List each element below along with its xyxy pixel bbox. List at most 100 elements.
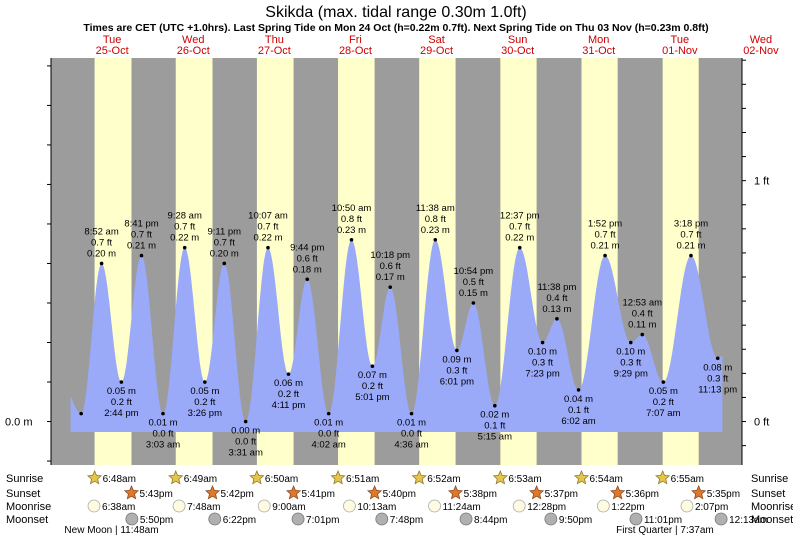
tide-label-line: 0.21 m: [127, 241, 156, 252]
tide-label-line: 8:52 am: [84, 226, 118, 237]
tide-label-line: 3:26 pm: [188, 408, 222, 419]
sunset-icon: [204, 484, 221, 500]
tide-label-high: 8:52 am0.7 ft0.20 m: [84, 226, 118, 259]
tide-label-line: 0.5 ft: [463, 277, 484, 288]
tide-label-low: 0.00 m0.0 ft3:31 am: [229, 426, 263, 459]
tide-point-low: [79, 411, 83, 416]
tide-area-layer: [70, 239, 723, 432]
tide-label-line: 0.22 m: [170, 233, 199, 244]
moonrise-time: 1:22pm: [611, 502, 644, 513]
header-layer: Skikda (max. tidal range 0.30m 1.0ft) Ti…: [83, 4, 708, 34]
tide-point-low: [243, 419, 248, 424]
sunset-time: 5:38pm: [464, 489, 497, 500]
tide-point-low: [455, 348, 459, 353]
tide-label-line: 0.7 ft: [509, 222, 530, 233]
tide-label-line: 0.2 ft: [194, 397, 215, 408]
sunset-icon: [285, 484, 302, 500]
tide-label-low: 0.10 m0.3 ft7:23 pm: [525, 347, 559, 380]
sunrise-row-label: Sunrise: [6, 473, 43, 485]
day-date: 02-Nov: [743, 45, 779, 57]
moonset-time: 6:22pm: [223, 515, 256, 526]
tide-label-high: 3:18 pm0.7 ft0.21 m: [674, 219, 708, 252]
tide-label-line: 0.3 ft: [620, 358, 641, 369]
tide-point-low: [493, 403, 497, 408]
right-axis-label: 0 ft: [754, 417, 769, 429]
moonrise-time: 7:48am: [187, 502, 220, 513]
tide-label-line: 0.4 ft: [632, 309, 653, 320]
tide-label-line: 0.7 ft: [174, 222, 195, 233]
sunset-icon: [366, 484, 383, 500]
moonrise-icon: [596, 499, 610, 513]
moonrise-icon: [680, 499, 694, 513]
sunrise-time: 6:52am: [427, 474, 460, 485]
moonset-row-label: Moonset: [6, 514, 48, 526]
tide-point-high: [433, 237, 438, 242]
tide-label-line: 0.06 m: [274, 378, 303, 389]
tide-label-line: 0.23 m: [421, 225, 450, 236]
tide-label-line: 0.04 m: [564, 394, 593, 405]
moonset-time: 12:13am: [729, 515, 768, 526]
sunrise-time: 6:50am: [265, 474, 298, 485]
moon-phase-label: New Moon | 11:48am: [64, 525, 158, 536]
tide-label-line: 0.09 m: [442, 354, 471, 365]
tide-label-line: 0.22 m: [253, 233, 282, 244]
sunset-time: 5:40pm: [383, 489, 416, 500]
tide-label-line: 10:18 pm: [370, 250, 410, 261]
tide-label-line: 11:38 am: [416, 203, 455, 214]
tide-label-line: 3:18 pm: [674, 219, 708, 230]
tide-point-low: [370, 364, 375, 369]
tide-label-line: 6:02 am: [561, 416, 595, 427]
moonrise-time: 12:28pm: [527, 502, 566, 513]
tide-label-line: 0.07 m: [358, 370, 387, 381]
tide-label-line: 0.2 ft: [653, 397, 674, 408]
tide-label-line: 4:02 am: [311, 440, 345, 451]
tide-label-line: 0.7 ft: [91, 237, 112, 248]
day-labels: Tue25-OctWed26-OctThu27-OctFri28-OctSat2…: [96, 34, 779, 57]
moonset-time: 8:44pm: [474, 515, 507, 526]
moonset-time: 9:50pm: [559, 515, 592, 526]
tide-label-line: 0.05 m: [107, 386, 136, 397]
tide-label-line: 0.21 m: [676, 241, 705, 252]
moonset-time: 11:01pm: [644, 515, 682, 526]
day-date: 26-Oct: [177, 45, 210, 57]
sunset-time: 5:43pm: [139, 489, 172, 500]
tide-label-line: 12:53 am: [622, 298, 662, 309]
sunset-icon: [447, 484, 464, 500]
sunrise-time: 6:51am: [346, 474, 379, 485]
tide-label-low: 0.01 m0.0 ft3:03 am: [146, 418, 180, 451]
tide-label-line: 0.2 ft: [362, 381, 383, 392]
tide-label-line: 0.05 m: [649, 386, 678, 397]
tide-point-high: [640, 332, 645, 337]
tide-label-low: 0.01 m0.0 ft4:02 am: [311, 418, 345, 451]
tide-label-line: 7:23 pm: [525, 369, 559, 380]
day-name: Sat: [428, 34, 445, 46]
sunset-icon: [691, 484, 707, 500]
tide-point-low: [628, 340, 633, 345]
tide-label-line: 7:07 am: [646, 408, 680, 419]
tide-label-low: 0.06 m0.2 ft4:11 pm: [272, 378, 306, 411]
tide-label-line: 0.0 ft: [235, 437, 256, 448]
tide-label-line: 0.2 ft: [111, 397, 132, 408]
tide-label-line: 0.08 m: [703, 362, 732, 373]
tide-point-high: [517, 245, 522, 250]
moonset-icon: [125, 512, 139, 526]
sunset-icon: [610, 484, 626, 500]
sunrise-time: 6:49am: [184, 474, 217, 485]
sunrise-time: 6:54am: [589, 474, 622, 485]
tide-point-high: [222, 261, 227, 266]
tide-label-line: 11:13 pm: [698, 384, 737, 395]
tide-label-line: 0.01 m: [314, 418, 343, 429]
tide-label-line: 0.3 ft: [532, 358, 553, 369]
day-name: Wed: [182, 34, 204, 46]
sunset-time: 5:42pm: [221, 489, 254, 500]
moonrise-icon: [257, 499, 271, 513]
tide-label-line: 1:52 pm: [588, 219, 622, 230]
tide-label-line: 0.6 ft: [297, 253, 318, 264]
moonset-time: 5:50pm: [140, 515, 173, 526]
day-name: Wed: [750, 34, 772, 46]
sunrise-time: 6:48am: [103, 474, 136, 485]
sunset-time: 5:37pm: [545, 489, 578, 500]
tide-label-line: 0.05 m: [190, 386, 219, 397]
sunrise-icon: [330, 469, 346, 485]
